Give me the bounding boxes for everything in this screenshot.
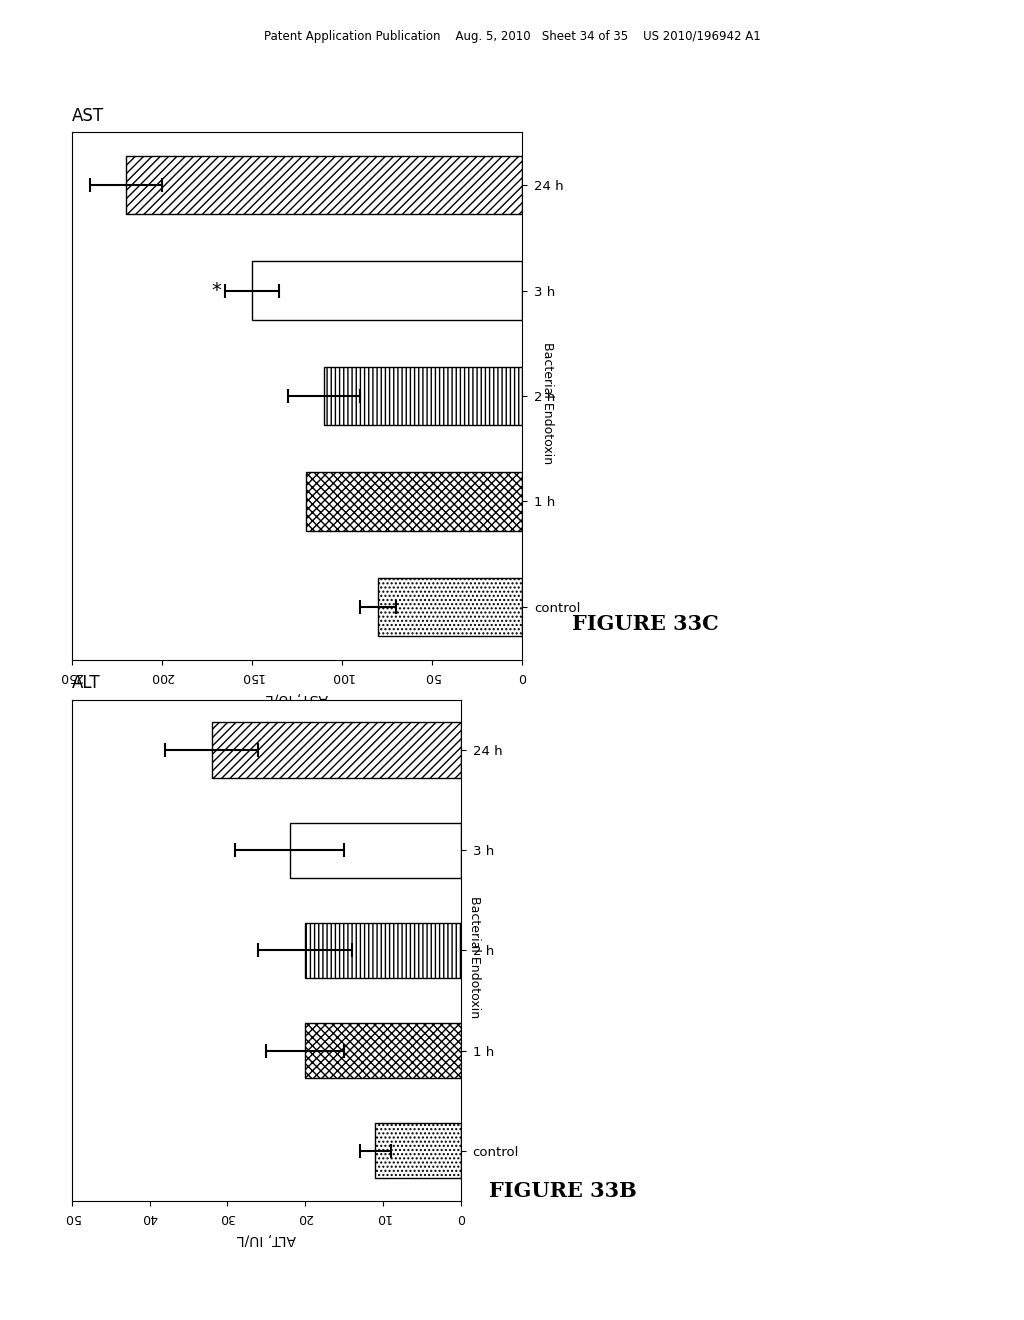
- Text: *: *: [211, 281, 221, 300]
- X-axis label: ALT, IU/L: ALT, IU/L: [237, 1233, 296, 1246]
- Bar: [252, 261, 522, 319]
- Bar: [305, 923, 461, 978]
- Text: AST: AST: [72, 107, 103, 125]
- Text: Patent Application Publication    Aug. 5, 2010   Sheet 34 of 35    US 2010/19694: Patent Application Publication Aug. 5, 2…: [263, 30, 761, 44]
- Text: FIGURE 33C: FIGURE 33C: [571, 614, 719, 634]
- Bar: [290, 822, 461, 878]
- Bar: [126, 156, 522, 214]
- Text: FIGURE 33B: FIGURE 33B: [489, 1181, 637, 1201]
- Bar: [212, 722, 461, 777]
- X-axis label: AST, IU/L: AST, IU/L: [266, 692, 328, 705]
- Bar: [305, 1023, 461, 1078]
- Text: Bacterial Endotoxin: Bacterial Endotoxin: [542, 342, 554, 463]
- Text: Bacterial Endotoxin: Bacterial Endotoxin: [468, 896, 480, 1018]
- Bar: [306, 473, 522, 531]
- Text: ALT: ALT: [72, 675, 100, 693]
- Bar: [375, 1123, 461, 1179]
- Bar: [324, 367, 522, 425]
- Bar: [378, 578, 522, 636]
